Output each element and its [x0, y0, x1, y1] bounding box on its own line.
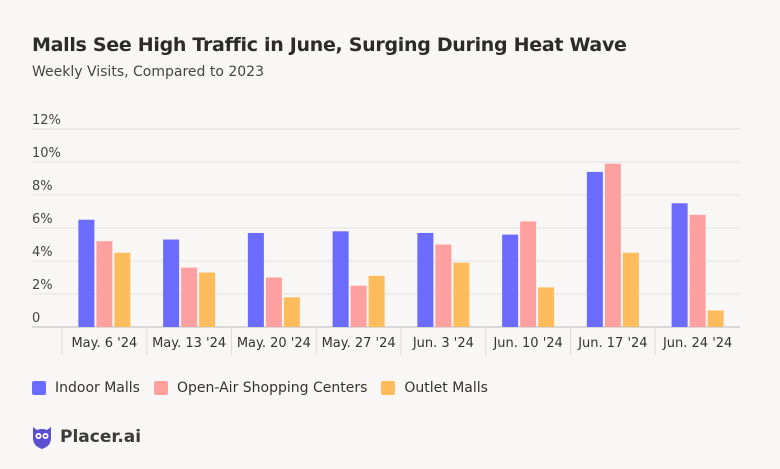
- bar-open-air-shopping-centers: [435, 244, 452, 327]
- bar-open-air-shopping-centers: [520, 221, 537, 327]
- legend-swatch: [32, 381, 46, 395]
- bar-outlet-malls: [283, 297, 300, 327]
- bar-indoor-malls: [586, 171, 603, 327]
- legend-item: Indoor Malls: [32, 380, 140, 396]
- owl-logo-icon: [33, 427, 51, 449]
- chart-title: Malls See High Traffic in June, Surging …: [32, 34, 627, 56]
- bar-open-air-shopping-centers: [604, 163, 621, 327]
- bar-outlet-malls: [453, 262, 470, 327]
- legend: Indoor Malls Open-Air Shopping Centers Out…: [32, 380, 488, 396]
- bar-open-air-shopping-centers: [181, 267, 198, 327]
- brand-name: Placer.ai: [60, 427, 142, 447]
- x-tick-label: May. 27 '24: [322, 336, 396, 351]
- bar-open-air-shopping-centers: [689, 214, 706, 327]
- bar-outlet-malls: [114, 252, 131, 327]
- bar-indoor-malls: [78, 219, 95, 327]
- x-tick-label: Jun. 3 '24: [412, 336, 474, 351]
- bar-open-air-shopping-centers: [265, 277, 282, 327]
- bar-outlet-malls: [538, 287, 555, 327]
- bar-indoor-malls: [502, 234, 519, 327]
- legend-swatch: [381, 381, 396, 395]
- bar-indoor-malls: [247, 232, 264, 327]
- y-tick-label: 10%: [32, 146, 61, 161]
- bar-open-air-shopping-centers: [96, 241, 113, 327]
- x-tick-label: Jun. 24 '24: [662, 336, 732, 351]
- x-tick-label: May. 6 '24: [71, 336, 137, 351]
- placer-logo: Placer.ai: [30, 424, 141, 450]
- bar-chart: 0 2% 4% 6% 8% 10% 12% May. 6 '24 May. 13 '24 May.…: [32, 113, 740, 355]
- legend-swatch: [153, 381, 168, 395]
- x-tick-label: May. 13 '24: [152, 336, 226, 351]
- bar-indoor-malls: [671, 203, 688, 327]
- y-tick-label: 6%: [32, 212, 53, 227]
- legend-item: Open-Air Shopping Centers: [153, 380, 368, 396]
- y-tick-label: 2%: [32, 278, 53, 293]
- x-tick-label: May. 20 '24: [237, 336, 311, 351]
- x-tick-label: Jun. 10 '24: [492, 336, 562, 351]
- y-tick-label: 8%: [32, 179, 53, 194]
- bar-indoor-malls: [163, 239, 180, 327]
- bar-indoor-malls: [332, 231, 349, 327]
- bar-indoor-malls: [417, 232, 434, 327]
- bar-outlet-malls: [707, 310, 724, 327]
- bar-outlet-malls: [368, 275, 385, 327]
- bar-outlet-malls: [622, 252, 639, 327]
- legend-item: Outlet Malls: [381, 380, 488, 396]
- bar-open-air-shopping-centers: [350, 285, 367, 327]
- bar-outlet-malls: [199, 272, 216, 327]
- legend-label: Open-Air Shopping Centers: [176, 380, 368, 396]
- y-tick-label: 12%: [32, 113, 61, 128]
- y-tick-label: 0: [32, 311, 40, 326]
- legend-label: Outlet Malls: [404, 380, 488, 396]
- chart-subtitle: Weekly Visits, Compared to 2023: [32, 64, 264, 80]
- x-tick-label: Jun. 17 '24: [577, 336, 647, 351]
- y-tick-label: 4%: [32, 245, 53, 260]
- legend-label: Indoor Malls: [55, 380, 140, 396]
